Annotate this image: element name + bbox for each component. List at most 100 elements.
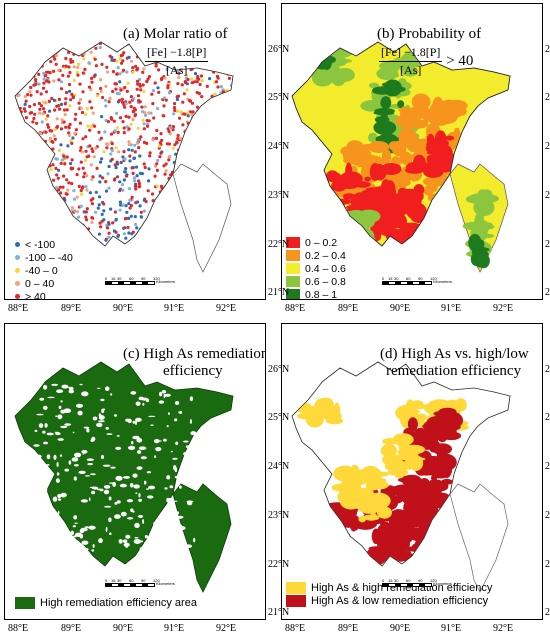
scalebar-bar <box>382 583 432 587</box>
lon-tick-label: 91°E <box>163 303 185 314</box>
lon-tick-label: 88°E <box>284 303 306 314</box>
legend-b: 0 – 0.2 0.2 – 0.4 0.4 – 0.6 0.6 – 0.8 0.8 – … <box>286 236 346 300</box>
scalebar-tick: 90 <box>418 276 423 281</box>
panel-a-title-line1: (a) Molar ratio of <box>123 26 228 42</box>
legend-d: High As & high remediation efficiency Hig… <box>286 581 492 607</box>
scalebar-tick: 0 <box>382 276 385 281</box>
scalebar-tick: 60 <box>406 276 411 281</box>
lat-tick-label: 22°N <box>545 559 550 570</box>
legend-label: High remediation efficiency area <box>40 596 197 609</box>
scalebar-tick: 0 <box>105 276 108 281</box>
legend-label: 0 – 40 <box>25 277 55 290</box>
scalebar-tick: 15 <box>388 578 393 583</box>
fraction-denominator: [As] <box>400 63 422 77</box>
legend-swatch <box>15 242 20 247</box>
lat-tick-label: 22°N <box>268 239 290 250</box>
scalebar-tick: 15 <box>388 276 393 281</box>
lon-tick-label: 92°E <box>492 303 514 314</box>
lat-tick-label: 26°N <box>268 44 290 55</box>
legend-label: 0 – 0.2 <box>305 236 338 249</box>
legend-swatch <box>15 255 20 260</box>
lat-tick-label: 23°N <box>545 190 550 201</box>
map-c <box>14 361 234 593</box>
fraction-numerator: [Fe] −1.8[P] <box>379 44 443 62</box>
panel-c-remediation: (c) High As remediation efficiency High … <box>4 323 266 620</box>
panel-a-title: (a) Molar ratio of [Fe] −1.8[P] [As] <box>123 26 228 79</box>
lon-tick-label: 90°E <box>112 303 134 314</box>
map-b <box>291 41 511 273</box>
legend-item: High remediation efficiency area <box>15 596 197 609</box>
legend-item: -40 – 0 <box>15 264 73 277</box>
panel-d-title-line1: (d) High As vs. high/low <box>380 346 529 362</box>
scalebar-tick: 120 <box>430 276 437 281</box>
lat-tick-label: 23°N <box>545 510 550 521</box>
panel-c-title-line2: efficiency <box>163 363 223 379</box>
panel-c-title: (c) High As remediation efficiency <box>123 346 266 380</box>
panel-b-title: (b) Probability of [Fe] −1.8[P] [As] > 4… <box>377 26 481 79</box>
lat-tick-label: 24°N <box>545 461 550 472</box>
panel-d-title: (d) High As vs. high/low remediation eff… <box>380 346 529 380</box>
lat-tick-label: 22°N <box>545 239 550 250</box>
fraction-denominator: [As] <box>166 63 188 77</box>
lat-tick-label: 24°N <box>545 141 550 152</box>
legend-swatch <box>15 268 20 273</box>
scalebar-tick: 120 <box>430 578 437 583</box>
lon-tick-label: 91°E <box>440 623 462 634</box>
lat-tick-label: 21°N <box>268 607 290 618</box>
lat-tick-label: 26°N <box>268 364 290 375</box>
legend-swatch <box>15 294 20 299</box>
legend-label: High As & low remediation efficiency <box>311 594 489 607</box>
legend-label: 0.2 – 0.4 <box>305 249 346 262</box>
legend-label: High As & high remediation efficiency <box>311 581 493 594</box>
legend-swatch <box>286 263 300 274</box>
map-a <box>14 41 234 273</box>
scalebar-tick: 90 <box>418 578 423 583</box>
scalebar-c: 0 15 30 60 90 120 Kilometers <box>105 578 175 588</box>
legend-c: High remediation efficiency area <box>15 596 197 609</box>
panel-a-molar-ratio: (a) Molar ratio of [Fe] −1.8[P] [As] < -… <box>4 3 266 300</box>
legend-item: < -100 <box>15 238 73 251</box>
legend-item: 0.2 – 0.4 <box>286 249 346 262</box>
scalebar-tick: 15 <box>111 578 116 583</box>
panel-a-fraction: [Fe] −1.8[P] [As] <box>145 44 209 79</box>
scalebar-tick: 0 <box>105 578 108 583</box>
lat-tick-label: 26°N <box>545 364 550 375</box>
legend-swatch <box>286 289 300 299</box>
lon-tick-label: 88°E <box>284 623 306 634</box>
scalebar-tick: 120 <box>153 578 160 583</box>
legend-item: 0 – 40 <box>15 277 73 290</box>
panel-b-threshold: > 40 <box>446 53 474 69</box>
scalebar-unit: Kilometers <box>433 581 452 586</box>
legend-item: 0.6 – 0.8 <box>286 275 346 288</box>
legend-item: 0.8 – 1 <box>286 288 346 300</box>
lon-tick-label: 89°E <box>337 303 359 314</box>
legend-swatch <box>15 596 35 609</box>
legend-label: 0.8 – 1 <box>305 288 338 300</box>
lon-tick-label: 89°E <box>60 623 82 634</box>
legend-label: -100 – -40 <box>25 251 73 264</box>
lat-tick-label: 26°N <box>545 44 550 55</box>
lat-tick-label: 22°N <box>268 559 290 570</box>
scalebar-tick: 15 <box>111 276 116 281</box>
lat-tick-label: 21°N <box>545 287 550 298</box>
legend-label: > 40 <box>25 290 46 300</box>
panel-d-title-line2: remediation efficiency <box>386 363 522 379</box>
lat-tick-label: 21°N <box>545 607 550 618</box>
scalebar-tick: 60 <box>129 276 134 281</box>
lon-tick-label: 89°E <box>337 623 359 634</box>
lat-tick-label: 25°N <box>545 412 550 423</box>
panel-b-title-line1: (b) Probability of <box>377 26 482 42</box>
legend-item: 0 – 0.2 <box>286 236 346 249</box>
scalebar-tick: 30 <box>117 276 122 281</box>
legend-swatch <box>15 281 20 286</box>
panel-c-title-line1: (c) High As remediation <box>123 346 266 362</box>
lon-tick-label: 91°E <box>163 623 185 634</box>
legend-item: 0.4 – 0.6 <box>286 262 346 275</box>
fraction-numerator: [Fe] −1.8[P] <box>145 44 209 62</box>
lon-tick-label: 90°E <box>112 623 134 634</box>
panel-b-probability: (b) Probability of [Fe] −1.8[P] [As] > 4… <box>281 3 543 300</box>
scalebar-tick: 90 <box>141 578 146 583</box>
lon-tick-label: 88°E <box>7 303 29 314</box>
legend-swatch <box>286 594 306 607</box>
